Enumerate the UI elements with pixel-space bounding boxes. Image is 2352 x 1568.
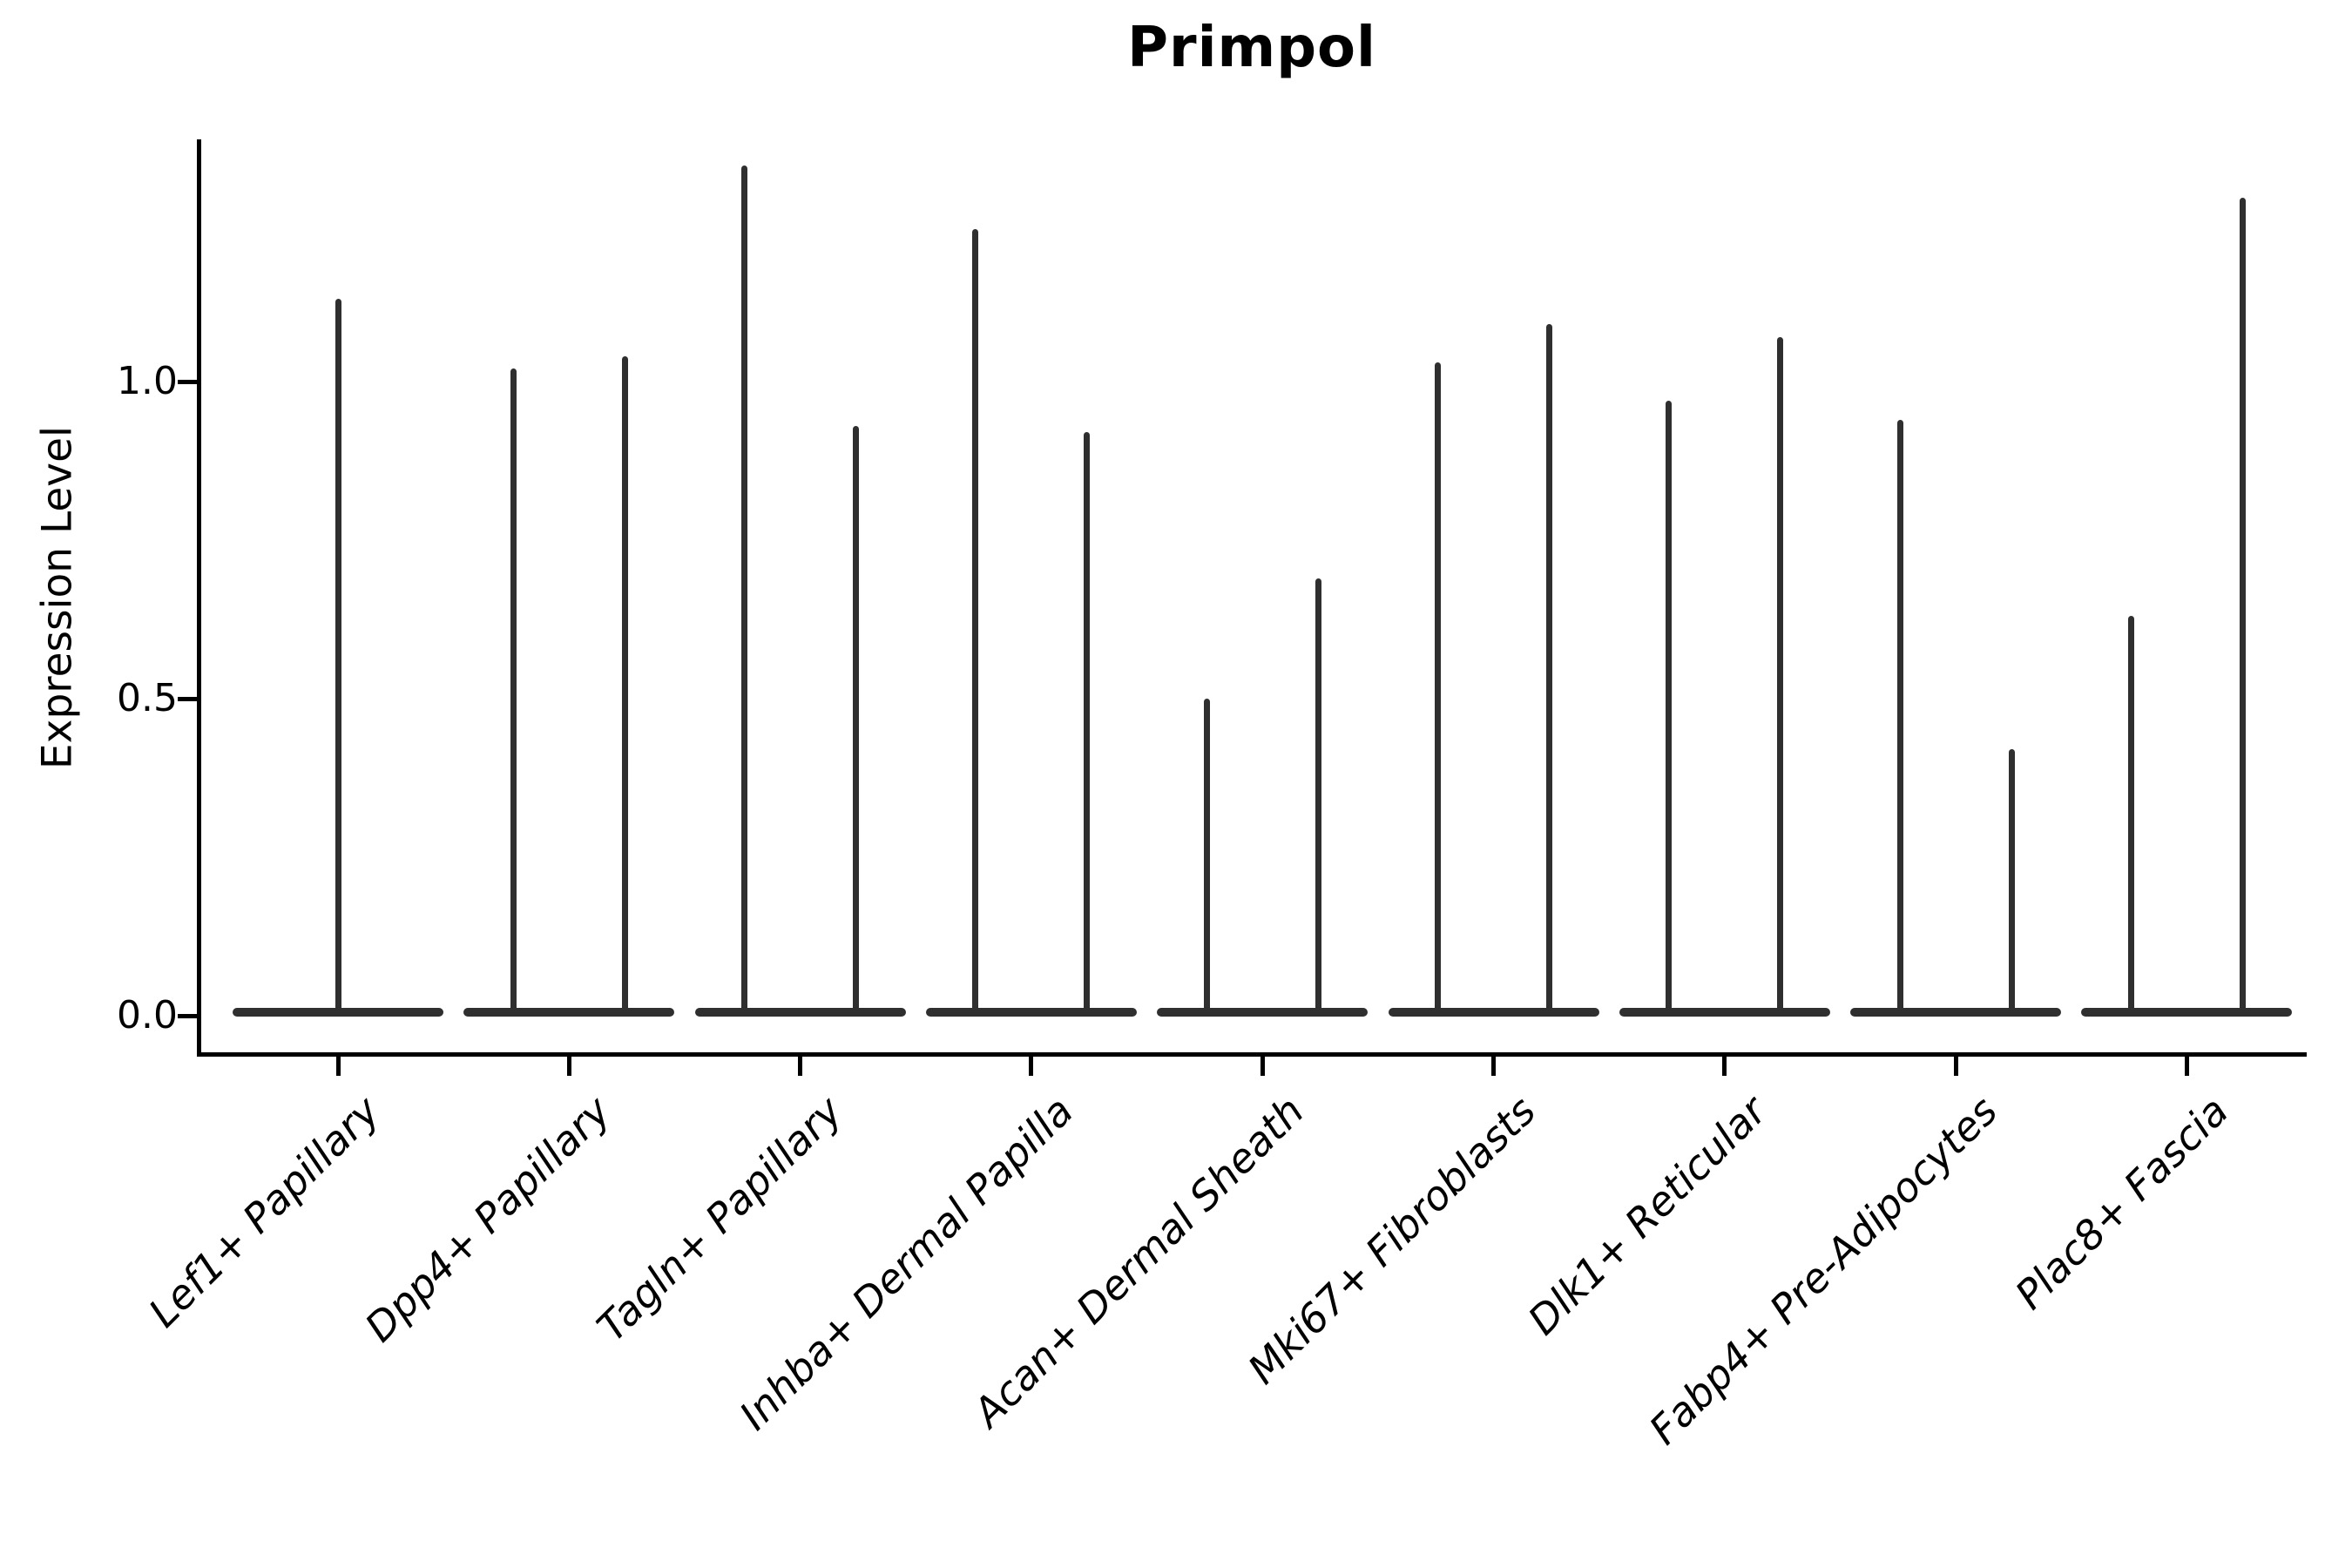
x-tick-mark <box>1029 1057 1034 1076</box>
violin-tail <box>1546 324 1552 1017</box>
y-tick-label: 0.5 <box>117 676 178 720</box>
violin-base <box>925 1008 1137 1017</box>
x-tick-mark <box>798 1057 803 1076</box>
violin-tail <box>2008 749 2015 1017</box>
x-tick-label: Dpp4+ Papillary <box>355 1087 620 1351</box>
x-tick-mark <box>2184 1057 2189 1076</box>
violin-tail <box>621 355 628 1017</box>
y-axis-spine <box>197 139 201 1057</box>
x-tick-label: Mki67+ Fibroblasts <box>1238 1087 1544 1394</box>
violin-base <box>1850 1008 2062 1017</box>
violin-base <box>1157 1008 1369 1017</box>
violin-tail <box>2127 616 2134 1017</box>
y-tick-mark <box>178 1013 197 1018</box>
violin-tail <box>972 229 979 1017</box>
y-tick-label: 0.0 <box>117 993 178 1037</box>
violin-tail <box>853 425 860 1017</box>
violin-tail <box>1084 432 1091 1017</box>
violin-tail <box>1315 578 1321 1017</box>
x-tick-label: Plac8+ Fascia <box>2006 1087 2238 1319</box>
violin-base <box>2081 1008 2293 1017</box>
x-tick-mark <box>1260 1057 1265 1076</box>
x-tick-mark <box>566 1057 571 1076</box>
violin-tail <box>510 368 517 1017</box>
plot-title: Primpol <box>1127 16 1376 80</box>
y-tick-label: 1.0 <box>117 359 178 403</box>
violin-base <box>694 1008 906 1017</box>
x-axis-spine <box>197 1052 2307 1057</box>
violin-base <box>1388 1008 1599 1017</box>
violin-tail <box>2239 197 2246 1017</box>
x-tick-label: Tagln+ Papillary <box>587 1087 851 1351</box>
y-tick-mark <box>178 696 197 701</box>
violin-tail <box>741 166 748 1017</box>
x-tick-label: Inhba+ Dermal Papilla <box>730 1087 1083 1439</box>
x-tick-mark <box>1722 1057 1727 1076</box>
y-tick-mark <box>178 379 197 384</box>
x-tick-label: Fabp4+ Pre-Adipocytes <box>1639 1087 2007 1454</box>
violin-base <box>463 1008 675 1017</box>
x-tick-label: Dlk1+ Reticular <box>1518 1087 1775 1344</box>
violin-tail <box>1435 362 1441 1017</box>
violin-base <box>1619 1008 1830 1017</box>
violin-tail <box>1777 337 1784 1017</box>
violin-tail <box>1203 699 1210 1017</box>
violin-tail <box>1896 419 1903 1017</box>
violin-tail <box>1666 400 1673 1017</box>
x-tick-label: Acan+ Dermal Sheath <box>963 1087 1314 1436</box>
violin-tail <box>335 299 341 1017</box>
x-tick-mark <box>1953 1057 1958 1076</box>
x-tick-mark <box>335 1057 341 1076</box>
x-tick-mark <box>1491 1057 1496 1076</box>
